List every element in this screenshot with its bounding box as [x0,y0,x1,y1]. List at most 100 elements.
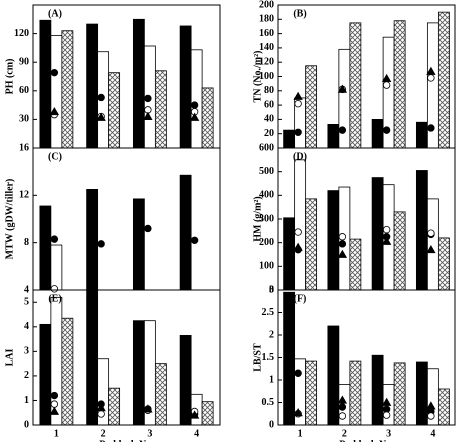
triangle-point [49,406,60,415]
y-tick-label: 200 [259,0,274,10]
y-tick-label: 180 [259,14,274,25]
circle-point [294,99,302,108]
y-tick-label: 8 [24,237,29,248]
y-axis-label: LB/ST [252,343,263,372]
x-tick-label: 4 [430,428,435,439]
y-tick-label: 4 [24,321,29,332]
y-tick-label: 0 [24,419,29,430]
panel-label: (C) [48,151,62,162]
y-tick-label: 400 [259,190,274,201]
y-tick-label: 60 [264,99,274,110]
y-tick-label: 12 [19,190,29,201]
y-tick-label: 140 [259,42,274,53]
circle-point [50,68,59,77]
bar [50,35,63,149]
bar [349,360,362,426]
x-tick-label: 3 [386,428,391,439]
circle-point [427,74,435,82]
bar [61,317,74,426]
panel-label: (A) [48,8,62,19]
circle-point [97,93,105,102]
triangle-point [293,408,303,417]
y-tick-label: 200 [259,237,274,248]
circle-point [382,411,391,419]
triangle-point [293,242,303,251]
y-tick-label: 500 [259,166,274,177]
x-tick-label: 4 [194,428,199,439]
y-tick-label: 3 [24,346,29,357]
circle-point [382,126,391,134]
bar [415,361,428,426]
y-tick-label: 600 [259,142,274,153]
circle-point [144,224,152,233]
bar [283,217,296,291]
y-tick-label: 100 [259,71,274,82]
y-tick-label: 16 [19,142,29,153]
bar [61,30,74,149]
y-tick-label: 80 [264,85,274,96]
y-tick-label: 90 [19,56,29,67]
x-tick-label: 1 [298,428,303,439]
triangle-point [96,112,106,121]
panel-label: (D) [293,151,307,162]
y-tick-label: 5 [24,297,29,308]
triangle-point [337,84,348,93]
bar [437,237,450,291]
bar [283,129,296,149]
triangle-point [96,403,106,412]
bar [349,238,362,291]
y-axis-label: TN (No./m²) [252,51,263,103]
y-tick-label: 3 [269,284,274,295]
circle-point [50,391,59,400]
y-tick-label: 2 [269,329,274,340]
bar [154,363,167,426]
y-tick-label: 2.5 [262,307,275,318]
bar [305,360,318,426]
triangle-point [381,236,392,245]
y-tick-label: 40 [264,114,274,125]
y-tick-label: 1.5 [262,352,275,363]
x-tick-label: 2 [342,428,347,439]
circle-point [338,233,347,241]
y-tick-label: 120 [14,28,29,39]
bar [108,72,121,149]
bar [132,18,145,149]
circle-point [338,240,347,248]
x-tick-label: 3 [147,428,152,439]
y-tick-label: 60 [19,85,29,96]
bar [349,22,362,149]
y-tick-label: 1 [269,374,274,385]
bar [415,170,428,291]
triangle-point [381,73,392,83]
circle-point [50,285,59,293]
bar [86,189,99,291]
bar [86,23,99,149]
circle-point [190,101,199,109]
bar [132,198,145,291]
triangle-point [337,395,348,404]
circle-point [144,94,152,103]
x-axis-label: Paddock No. [339,439,394,442]
bar [305,65,318,149]
y-tick-label: 100 [259,261,274,272]
circle-point [50,400,59,408]
triangle-point [49,106,60,116]
y-axis-label: LAI [4,349,15,367]
circle-point [338,126,347,134]
triangle-point [337,249,348,258]
bar [190,49,203,149]
bar [179,174,192,291]
bar [426,198,439,291]
bar [327,325,340,426]
bar [393,211,406,291]
bar [371,354,384,426]
triangle-point [293,91,303,100]
bar [201,87,214,149]
y-tick-label: 300 [259,213,274,224]
circle-point [338,412,347,420]
bar [305,198,318,291]
y-tick-label: 4 [24,284,29,295]
triangle-point [189,112,200,121]
bar [86,289,99,426]
